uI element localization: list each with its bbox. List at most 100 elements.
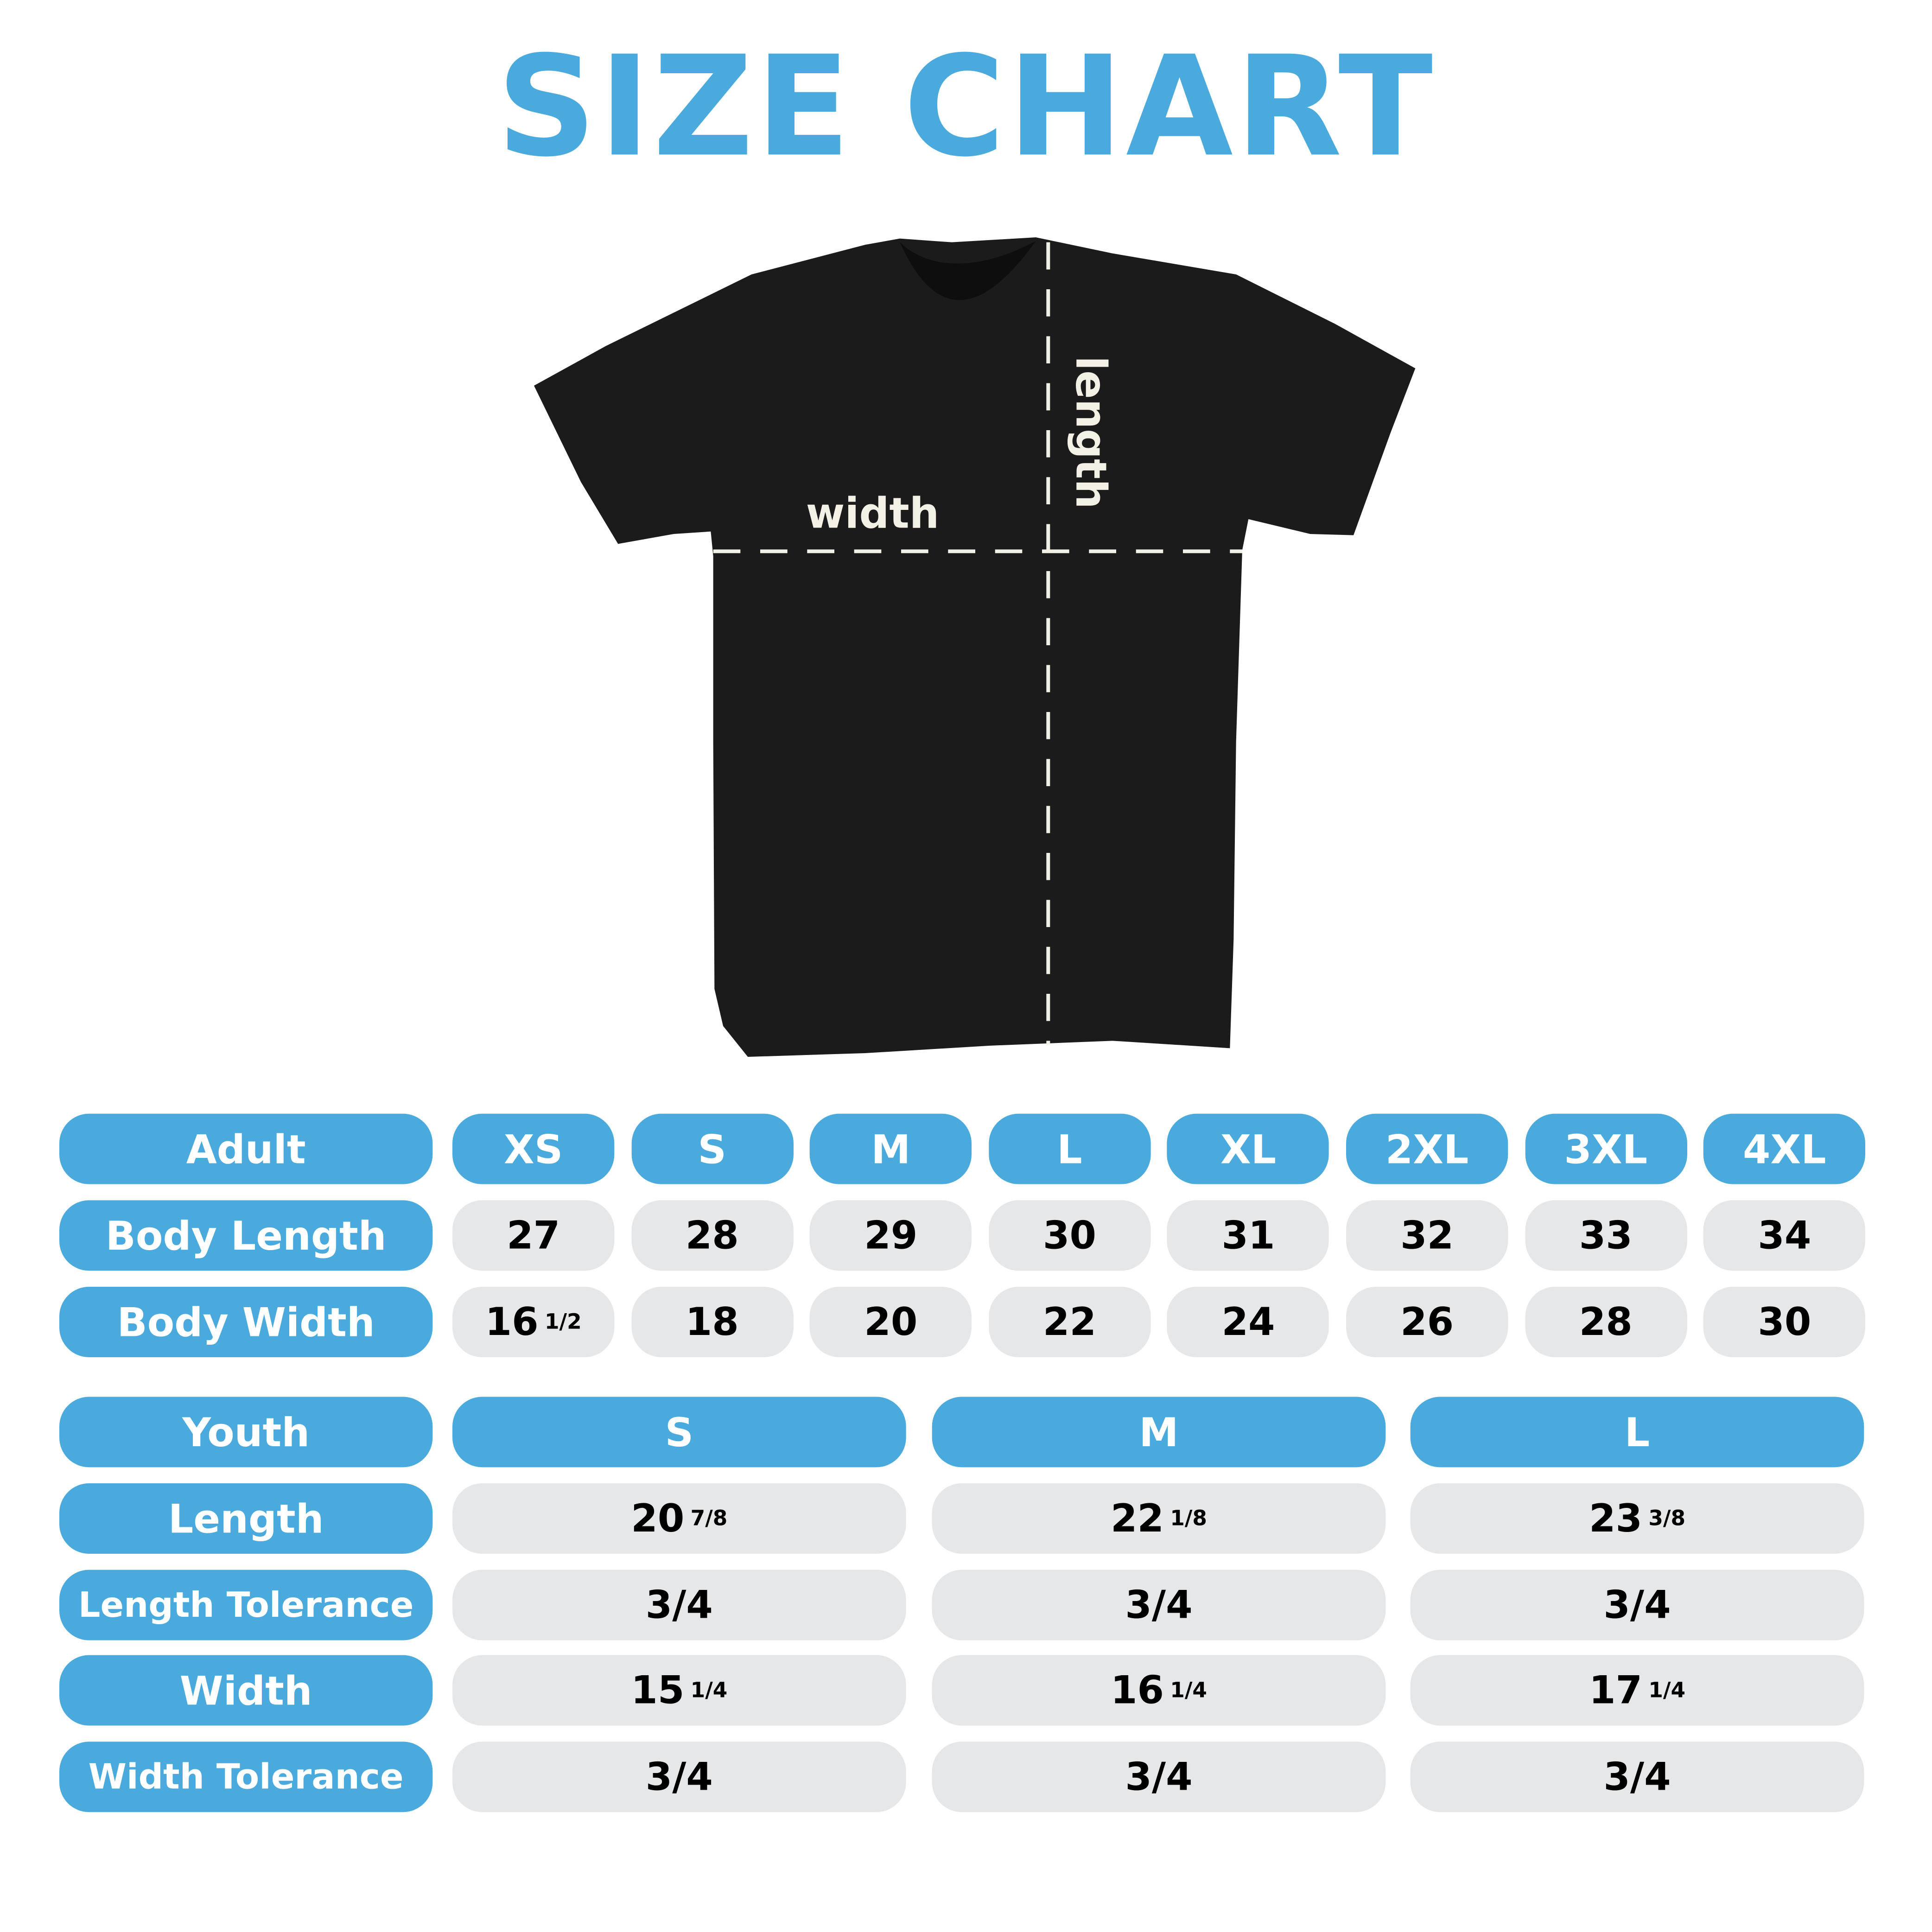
table-cell-text: 28 [685, 1213, 739, 1258]
youth-header: Youth [59, 1397, 433, 1468]
row-label-text: Body Length [105, 1212, 387, 1259]
size-header-2xl-text: 2XL [1385, 1125, 1469, 1173]
youth-size-header-s-text: S [665, 1408, 694, 1456]
table-cell: 16 1/4 [932, 1655, 1386, 1726]
youth-size-header-m-text: M [1139, 1408, 1179, 1456]
fraction: 3/8 [1648, 1506, 1686, 1531]
youth-header-text: Youth [182, 1408, 310, 1456]
table-cell-text: 24 [1221, 1300, 1275, 1345]
table-cell-text: 3/4 [1603, 1582, 1671, 1627]
size-header-l-text: L [1057, 1125, 1082, 1173]
tshirt-diagram [534, 237, 1416, 1057]
adult-header: Adult [59, 1113, 433, 1184]
size-header-4xl: 4XL [1703, 1113, 1866, 1184]
table-cell: 26 [1346, 1287, 1508, 1358]
size-header-s-text: S [698, 1125, 726, 1173]
youth-size-header-l-text: L [1624, 1408, 1650, 1456]
table-cell-text: 15 [631, 1668, 685, 1713]
table-cell: 15 1/4 [452, 1655, 906, 1726]
table-cell: 33 [1525, 1200, 1687, 1271]
table-cell-text: 16 [485, 1300, 539, 1345]
size-header-2xl: 2XL [1346, 1113, 1508, 1184]
youth-size-header-s: S [452, 1397, 906, 1468]
table-cell: 3/4 [932, 1570, 1386, 1640]
table-cell: 30 [988, 1200, 1151, 1271]
table-cell: 24 [1167, 1287, 1329, 1358]
table-cell-text: 20 [864, 1300, 918, 1345]
table-cell: 16 1/2 [452, 1287, 615, 1358]
size-header-xl: XL [1167, 1113, 1329, 1184]
youth-size-header-l: L [1410, 1397, 1864, 1468]
table-cell: 32 [1346, 1200, 1508, 1271]
table-cell: 20 [810, 1287, 972, 1358]
row-label: Length [59, 1483, 433, 1554]
table-cell: 28 [1525, 1287, 1687, 1358]
table-cell: 20 7/8 [452, 1483, 906, 1554]
fraction: 1/8 [1170, 1506, 1208, 1531]
size-header-3xl-text: 3XL [1564, 1125, 1648, 1173]
size-header-m: M [810, 1113, 972, 1184]
size-header-s: S [631, 1113, 793, 1184]
tshirt-shape [534, 237, 1416, 1057]
table-cell-text: 33 [1579, 1213, 1633, 1258]
table-cell-text: 32 [1400, 1213, 1454, 1258]
table-cell-text: 3/4 [1603, 1754, 1671, 1799]
row-label: Length Tolerance [59, 1570, 433, 1640]
row-label-text: Length [168, 1495, 324, 1542]
size-header-m-text: M [871, 1125, 911, 1173]
table-cell-text: 20 [631, 1496, 685, 1541]
table-cell: 18 [631, 1287, 793, 1358]
table-cell: 3/4 [452, 1570, 906, 1640]
size-header-l: L [988, 1113, 1151, 1184]
table-cell-text: 30 [1042, 1213, 1096, 1258]
size-header-3xl: 3XL [1525, 1113, 1687, 1184]
fraction: 7/8 [690, 1506, 728, 1531]
page-title: SIZE CHART [496, 27, 1436, 188]
collar [900, 241, 1036, 300]
row-label-text: Body Width [117, 1298, 375, 1346]
row-label-text: Width Tolerance [88, 1756, 404, 1798]
row-label: Width Tolerance [59, 1741, 433, 1812]
fraction: 1/4 [1170, 1678, 1208, 1703]
table-cell: 28 [631, 1200, 793, 1271]
table-cell-text: 3/4 [645, 1754, 713, 1799]
table-cell-text: 28 [1579, 1300, 1633, 1345]
table-cell-text: 30 [1758, 1300, 1811, 1345]
table-cell: 3/4 [452, 1741, 906, 1812]
table-cell: 31 [1167, 1200, 1329, 1271]
youth-size-header-m: M [932, 1397, 1386, 1468]
size-header-4xl-text: 4XL [1743, 1125, 1826, 1173]
table-cell: 3/4 [1410, 1741, 1864, 1812]
table-cell: 22 1/8 [932, 1483, 1386, 1554]
row-label: Body Width [59, 1287, 433, 1358]
table-cell-text: 18 [685, 1300, 739, 1345]
table-cell-text: 27 [507, 1213, 560, 1258]
adult-header-text: Adult [186, 1125, 306, 1173]
fraction: 1/4 [690, 1678, 728, 1703]
table-cell: 27 [452, 1200, 615, 1271]
table-cell-text: 31 [1221, 1213, 1275, 1258]
table-cell: 23 3/8 [1410, 1483, 1864, 1554]
table-cell: 29 [810, 1200, 972, 1271]
table-cell-text: 17 [1589, 1668, 1643, 1713]
table-cell-text: 29 [864, 1213, 918, 1258]
length-label: length [1065, 356, 1115, 509]
table-cell: 17 1/4 [1410, 1655, 1864, 1726]
table-cell-text: 22 [1110, 1496, 1164, 1541]
table-cell-text: 26 [1400, 1300, 1454, 1345]
size-header-xs: XS [452, 1113, 615, 1184]
table-cell-text: 23 [1589, 1496, 1643, 1541]
row-label: Body Length [59, 1200, 433, 1271]
size-header-xl-text: XL [1220, 1125, 1277, 1173]
width-label: width [806, 489, 940, 539]
table-cell: 3/4 [932, 1741, 1386, 1812]
row-label-text: Length Tolerance [78, 1584, 414, 1626]
table-cell-text: 34 [1758, 1213, 1811, 1258]
size-header-xs-text: XS [504, 1125, 563, 1173]
table-cell: 3/4 [1410, 1570, 1864, 1640]
table-cell-text: 22 [1042, 1300, 1096, 1345]
fraction: 1/4 [1648, 1678, 1686, 1703]
row-label-text: Width [179, 1667, 312, 1714]
table-cell: 22 [988, 1287, 1151, 1358]
